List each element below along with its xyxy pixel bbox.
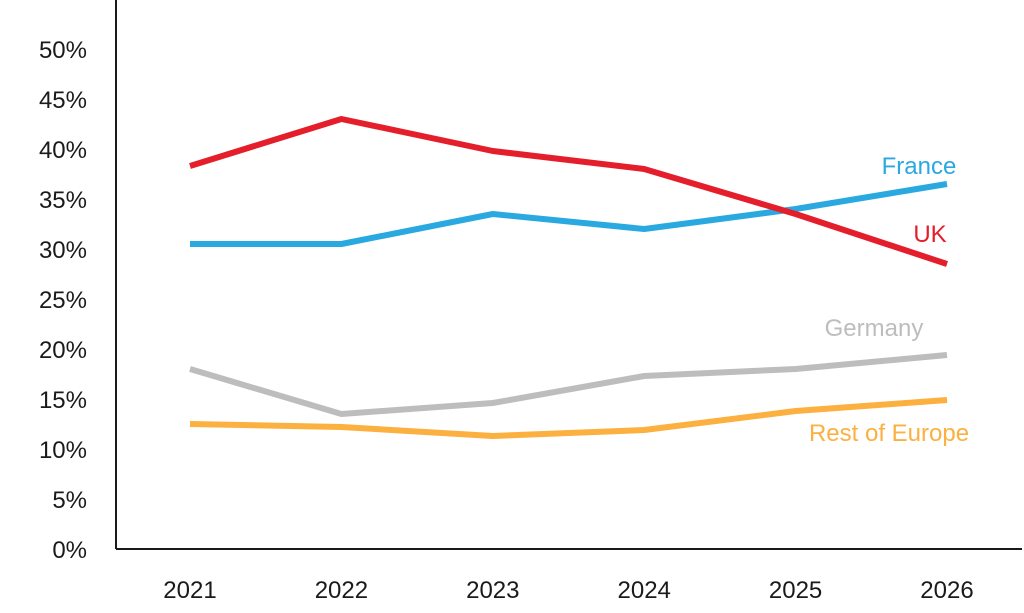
series-label-uk: UK [913,221,946,248]
y-tick-labels: 0% 5% 10% 15% 20% 25% 30% 35% 40% 45% 50% [39,37,87,564]
y-tick-label: 40% [39,137,87,164]
y-tick-label: 15% [39,387,87,414]
y-tick-label: 35% [39,187,87,214]
x-tick-labels: 2021 2022 2023 2024 2025 2026 [163,577,973,604]
series-line-france [190,181,948,247]
x-tick-label: 2025 [769,577,822,604]
series-line-uk [189,116,948,267]
y-tick-label: 20% [39,337,87,364]
y-tick-label: 0% [52,537,87,564]
y-tick-label: 50% [39,37,87,64]
series-label-germany: Germany [825,315,924,342]
series-labels: France UK Germany Rest of Europe [809,153,969,447]
axes [115,0,1022,550]
y-tick-label: 5% [52,487,87,514]
series-line-rest-of-europe [189,397,948,439]
y-tick-label: 45% [39,87,87,114]
y-tick-label: 25% [39,287,87,314]
x-tick-label: 2022 [315,577,368,604]
series-line-germany [189,352,948,417]
y-tick-label: 10% [39,437,87,464]
x-tick-label: 2026 [920,577,973,604]
series-label-rest-of-europe: Rest of Europe [809,420,969,447]
series-lines [189,116,948,439]
x-tick-label: 2024 [618,577,671,604]
x-tick-label: 2021 [163,577,216,604]
series-label-france: France [882,153,957,180]
y-tick-label: 30% [39,237,87,264]
x-tick-label: 2023 [466,577,519,604]
